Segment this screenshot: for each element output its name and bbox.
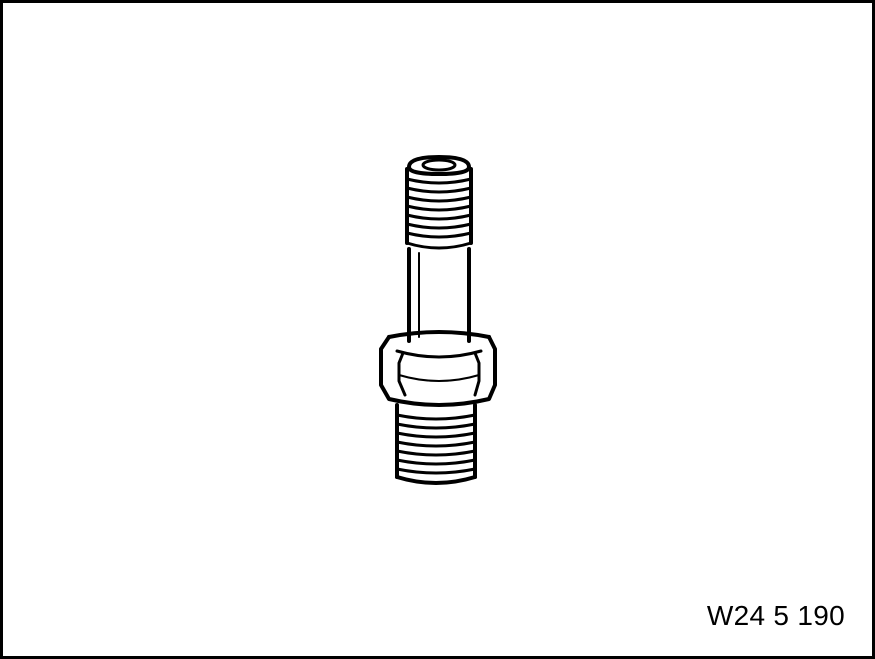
upper-thread-grooves [405,177,473,239]
upper-thread-base [405,241,473,250]
top-opening [407,155,471,176]
shank-outline [407,247,471,343]
top-bore [421,158,457,172]
hex-nut-face-right [473,351,481,397]
hex-nut-top [387,330,491,339]
threaded-stud-fitting-icon [379,155,497,485]
hex-nut-face-left [397,351,407,397]
figure-code: W24 5 190 [706,600,845,631]
hex-nut-chamfer [395,349,483,359]
hex-nut-edge-bottom [398,374,480,382]
lower-thread-end [395,475,477,485]
lower-thread-grooves [395,413,477,475]
hex-nut-body [379,335,497,407]
